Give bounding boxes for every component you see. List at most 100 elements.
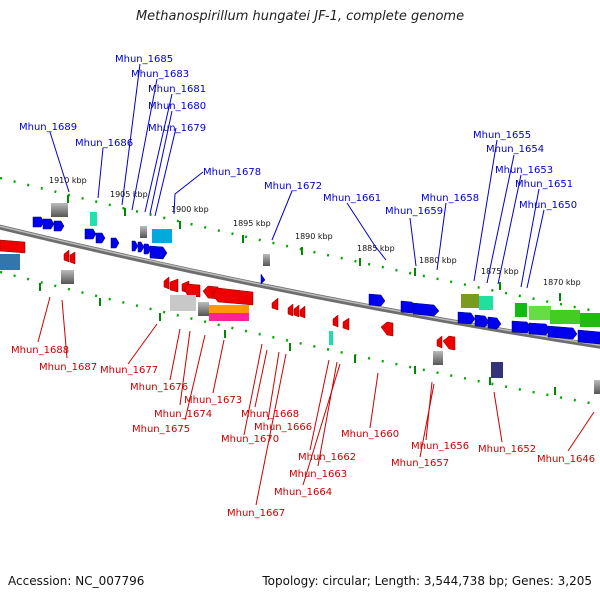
gene-label-mhun-1658[interactable]: Mhun_1658 [421,193,479,204]
gene-label-mhun-1673[interactable]: Mhun_1673 [184,395,242,406]
gene-forward[interactable] [457,311,476,325]
gene-forward[interactable] [528,322,551,336]
gene-forward[interactable] [547,325,578,340]
gene-label-mhun-1646[interactable]: Mhun_1646 [537,454,595,465]
kbp-label-1885: 1885 kbp [357,244,395,253]
gene-reverse[interactable] [163,276,170,290]
gene-label-mhun-1675[interactable]: Mhun_1675 [132,424,190,435]
gene-label-mhun-1650[interactable]: Mhun_1650 [519,200,577,211]
gene-label-mhun-1663[interactable]: Mhun_1663 [289,469,347,480]
gene-reverse[interactable] [271,297,279,311]
feature-gray[interactable] [594,380,600,394]
feature-gray[interactable] [198,302,209,316]
gene-label-mhun-1678[interactable]: Mhun_1678 [203,167,261,178]
gene-forward[interactable] [131,240,139,252]
gene-forward[interactable] [53,220,65,232]
feature-navy[interactable] [491,362,503,378]
gene-forward[interactable] [487,316,502,330]
gene-label-mhun-1674[interactable]: Mhun_1674 [154,409,212,420]
gene-label-mhun-1654[interactable]: Mhun_1654 [486,144,544,155]
feature-steelblue[interactable] [0,254,20,270]
gene-forward[interactable] [95,232,106,244]
gene-forward[interactable] [149,245,168,260]
gene-reverse[interactable] [436,335,443,349]
gene-label-mhun-1683[interactable]: Mhun_1683 [131,69,189,80]
feature-gray-light[interactable] [170,295,196,311]
gene-label-mhun-1681[interactable]: Mhun_1681 [148,84,206,95]
gene-forward[interactable] [143,243,152,255]
gene-forward[interactable] [137,241,145,253]
gene-reverse[interactable] [287,303,294,317]
gene-label-mhun-1689[interactable]: Mhun_1689 [19,122,77,133]
feature-teal[interactable] [479,296,493,310]
gene-reverse[interactable] [63,249,70,263]
gene-reverse[interactable] [342,317,350,331]
feature-gray[interactable] [51,203,68,217]
feature-teal[interactable] [90,212,97,226]
kbp-label-1900: 1900 kbp [171,205,209,214]
feature-gray[interactable] [61,270,74,284]
feature-orange[interactable] [209,305,249,313]
gene-label-mhun-1687[interactable]: Mhun_1687 [39,362,97,373]
gene-reverse[interactable] [442,335,456,351]
gene-label-mhun-1668[interactable]: Mhun_1668 [241,409,299,420]
gene-reverse[interactable] [380,321,394,337]
feature-green[interactable] [529,306,551,320]
gene-forward[interactable] [577,329,600,345]
gene-reverse[interactable] [0,239,26,254]
feature-olive[interactable] [461,294,479,308]
gene-label-mhun-1661[interactable]: Mhun_1661 [323,193,381,204]
gene-reverse[interactable] [299,305,306,319]
accession-text: Accession: NC_007796 [8,574,145,588]
gene-label-mhun-1657[interactable]: Mhun_1657 [391,458,449,469]
gene-label-mhun-1664[interactable]: Mhun_1664 [274,487,332,498]
gene-forward[interactable] [110,237,120,249]
reverse-label-leaders [37,296,595,506]
gene-reverse[interactable] [169,278,179,293]
gene-label-mhun-1655[interactable]: Mhun_1655 [473,130,531,141]
gene-label-mhun-1652[interactable]: Mhun_1652 [478,444,536,455]
gene-label-mhun-1672[interactable]: Mhun_1672 [264,181,322,192]
gene-reverse[interactable] [293,304,300,318]
gene-forward[interactable] [84,228,97,240]
gene-label-mhun-1659[interactable]: Mhun_1659 [385,206,443,217]
genome-backbone [0,224,600,349]
gene-forward[interactable] [412,302,440,317]
gene-reverse[interactable] [332,314,339,328]
gene-label-mhun-1680[interactable]: Mhun_1680 [148,101,206,112]
gene-forward[interactable] [474,314,490,328]
gene-label-mhun-1676[interactable]: Mhun_1676 [130,382,188,393]
kbp-label-1875: 1875 kbp [481,267,519,276]
feature-green[interactable] [515,303,527,317]
gene-label-mhun-1651[interactable]: Mhun_1651 [515,179,573,190]
gene-label-mhun-1662[interactable]: Mhun_1662 [298,452,356,463]
gene-forward[interactable] [42,218,55,230]
gene-reverse[interactable] [69,251,76,265]
gene-label-mhun-1686[interactable]: Mhun_1686 [75,138,133,149]
gene-forward[interactable] [368,293,386,307]
feature-gray[interactable] [140,226,147,238]
gene-label-mhun-1688[interactable]: Mhun_1688 [11,345,69,356]
feature-cyan[interactable] [152,229,172,243]
gene-label-mhun-1679[interactable]: Mhun_1679 [148,123,206,134]
feature-magenta[interactable] [209,313,249,321]
feature-teal[interactable] [329,331,333,345]
gene-label-mhun-1677[interactable]: Mhun_1677 [100,365,158,376]
gene-label-mhun-1670[interactable]: Mhun_1670 [221,434,279,445]
gene-label-mhun-1685[interactable]: Mhun_1685 [115,54,173,65]
feature-green[interactable] [550,310,580,324]
gene-label-mhun-1667[interactable]: Mhun_1667 [227,508,285,519]
gene-reverse[interactable] [183,283,201,298]
gene-forward[interactable] [511,320,532,334]
gene-label-mhun-1656[interactable]: Mhun_1656 [411,441,469,452]
gene-label-mhun-1653[interactable]: Mhun_1653 [495,165,553,176]
gene-label-mhun-1666[interactable]: Mhun_1666 [254,422,312,433]
gene-reverse[interactable] [211,287,254,306]
gene-forward[interactable] [260,273,266,285]
feature-gray[interactable] [263,254,270,266]
feature-green[interactable] [580,313,600,327]
feature-gray[interactable] [433,351,443,365]
gene-forward[interactable] [32,216,45,228]
gene-label-mhun-1660[interactable]: Mhun_1660 [341,429,399,440]
